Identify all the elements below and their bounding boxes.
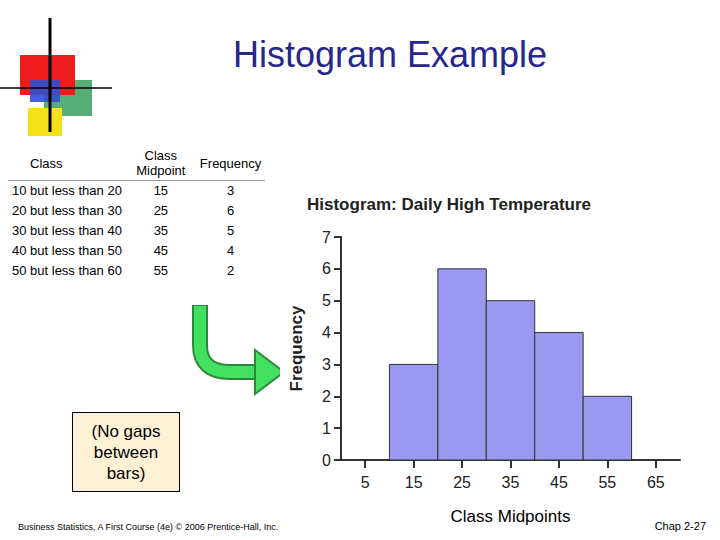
- html-text:10 but less than 20: 10 but less than 20: [12, 183, 122, 198]
- html-text:4: 4: [227, 243, 235, 258]
- svg-text:7: 7: [322, 229, 331, 246]
- svg-text:2: 2: [322, 388, 331, 405]
- svg-text:35: 35: [502, 474, 520, 491]
- html-text:Class Midpoint: Class Midpoint: [136, 148, 186, 178]
- svg-text:5: 5: [361, 474, 370, 491]
- svg-text:15: 15: [405, 474, 423, 491]
- svg-text:6: 6: [322, 260, 331, 277]
- svg-text:5: 5: [322, 292, 331, 309]
- svg-text:3: 3: [322, 356, 331, 373]
- svg-text:1: 1: [322, 420, 331, 437]
- html-text:Histogram Example: Histogram Example: [232, 34, 547, 75]
- html-text:6: 6: [227, 203, 235, 218]
- html-text:45: 45: [153, 243, 169, 258]
- html-text:20 but less than 30: 20 but less than 30: [12, 203, 122, 218]
- html-text:15: 15: [153, 183, 169, 198]
- html-text:30 but less than 40: 30 but less than 40: [12, 223, 122, 238]
- html-text:Chap 2-27: Chap 2-27: [654, 520, 706, 532]
- svg-text:0: 0: [322, 452, 331, 469]
- html-text:3: 3: [227, 183, 235, 198]
- svg-text:45: 45: [550, 474, 568, 491]
- html-text:50 but less than 60: 50 but less than 60: [12, 263, 122, 278]
- svg-text:Frequency: Frequency: [287, 305, 306, 392]
- html-text:55: 55: [153, 263, 169, 278]
- html-text:25: 25: [153, 203, 169, 218]
- html-text:(No gaps between bars): (No gaps between bars): [91, 421, 161, 483]
- html-text:Frequency: Frequency: [199, 155, 262, 171]
- svg-text:Histogram: Daily High Temperat: Histogram: Daily High Temperature: [307, 195, 591, 214]
- html-text:35: 35: [153, 223, 169, 238]
- html-text:40 but less than 50: 40 but less than 50: [12, 243, 122, 258]
- html-text:Business Statistics, A First C: Business Statistics, A First Course (4e)…: [18, 522, 279, 532]
- svg-text:4: 4: [322, 324, 331, 341]
- svg-text:25: 25: [453, 474, 471, 491]
- svg-text:55: 55: [598, 474, 616, 491]
- svg-text:Class Midpoints: Class Midpoints: [451, 507, 571, 526]
- html-text:2: 2: [227, 263, 235, 278]
- html-text:5: 5: [227, 223, 235, 238]
- html-text:Class: Class: [30, 155, 63, 171]
- svg-text:65: 65: [647, 474, 665, 491]
